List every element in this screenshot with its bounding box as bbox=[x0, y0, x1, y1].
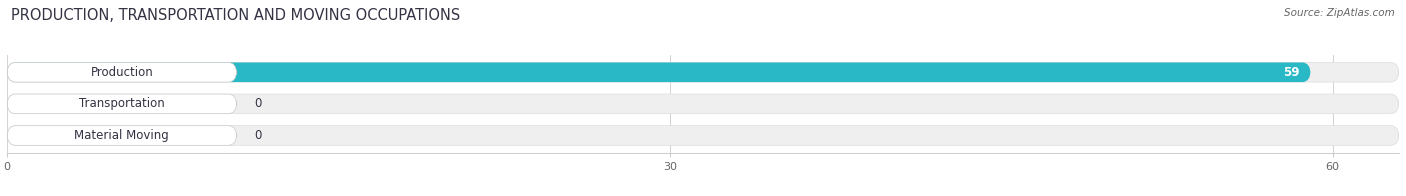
Text: PRODUCTION, TRANSPORTATION AND MOVING OCCUPATIONS: PRODUCTION, TRANSPORTATION AND MOVING OC… bbox=[11, 8, 461, 23]
FancyBboxPatch shape bbox=[7, 126, 1399, 145]
FancyBboxPatch shape bbox=[7, 94, 1399, 114]
FancyBboxPatch shape bbox=[7, 63, 1399, 82]
Text: Material Moving: Material Moving bbox=[75, 129, 169, 142]
Text: Source: ZipAtlas.com: Source: ZipAtlas.com bbox=[1284, 8, 1395, 18]
Text: 59: 59 bbox=[1284, 66, 1299, 79]
FancyBboxPatch shape bbox=[7, 94, 236, 114]
FancyBboxPatch shape bbox=[7, 63, 236, 82]
Text: 0: 0 bbox=[254, 129, 262, 142]
FancyBboxPatch shape bbox=[7, 126, 236, 145]
Text: Transportation: Transportation bbox=[79, 97, 165, 110]
Text: Production: Production bbox=[90, 66, 153, 79]
Text: 0: 0 bbox=[254, 97, 262, 110]
FancyBboxPatch shape bbox=[7, 63, 1310, 82]
